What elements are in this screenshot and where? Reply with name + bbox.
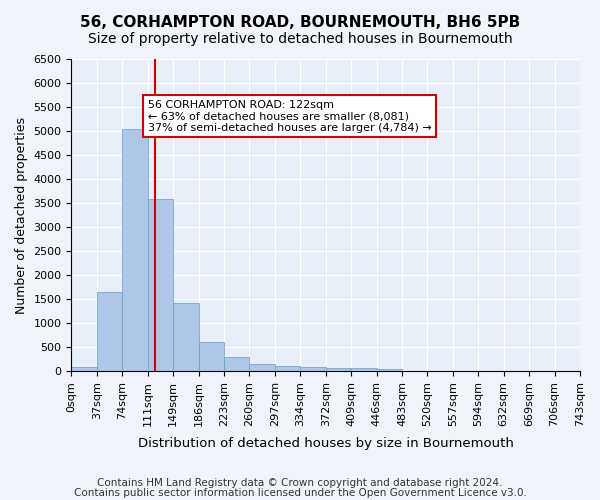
Text: 56 CORHAMPTON ROAD: 122sqm
← 63% of detached houses are smaller (8,081)
37% of s: 56 CORHAMPTON ROAD: 122sqm ← 63% of deta… bbox=[148, 100, 431, 133]
Bar bbox=[148, 199, 173, 371]
Bar bbox=[377, 368, 402, 371]
Text: Size of property relative to detached houses in Bournemouth: Size of property relative to detached ho… bbox=[88, 32, 512, 46]
Bar bbox=[97, 292, 122, 371]
Bar bbox=[224, 357, 250, 371]
Bar bbox=[122, 128, 148, 371]
Bar bbox=[351, 368, 377, 371]
Bar bbox=[173, 304, 199, 371]
Text: Contains public sector information licensed under the Open Government Licence v3: Contains public sector information licen… bbox=[74, 488, 526, 498]
X-axis label: Distribution of detached houses by size in Bournemouth: Distribution of detached houses by size … bbox=[138, 437, 514, 450]
Text: 56, CORHAMPTON ROAD, BOURNEMOUTH, BH6 5PB: 56, CORHAMPTON ROAD, BOURNEMOUTH, BH6 5P… bbox=[80, 15, 520, 30]
Bar bbox=[326, 368, 351, 371]
Bar bbox=[300, 367, 326, 371]
Bar bbox=[71, 368, 97, 371]
Bar bbox=[199, 342, 224, 371]
Bar bbox=[275, 366, 300, 371]
Text: Contains HM Land Registry data © Crown copyright and database right 2024.: Contains HM Land Registry data © Crown c… bbox=[97, 478, 503, 488]
Bar bbox=[250, 364, 275, 371]
Y-axis label: Number of detached properties: Number of detached properties bbox=[15, 116, 28, 314]
